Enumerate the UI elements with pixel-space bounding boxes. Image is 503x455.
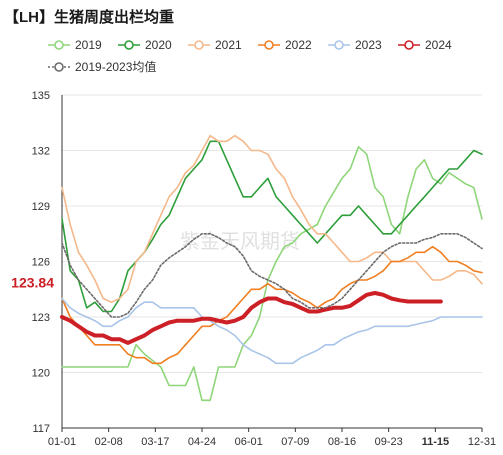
series-line-2019-2023均值 (61, 233, 483, 318)
y-tick-label: 117 (32, 423, 50, 435)
legend-label-2023: 2023 (355, 38, 382, 52)
legend-marker-2023 (334, 40, 344, 50)
x-tick-label: 04-24 (188, 436, 216, 448)
chart-title: 【LH】生猪周度出栏均重 (4, 9, 174, 26)
highlighted-value-label: 123.84 (11, 274, 54, 290)
legend-label-2019: 2019 (75, 38, 102, 52)
y-tick-label: 129 (32, 201, 50, 213)
x-tick-label: 08-16 (328, 436, 356, 448)
legend-label-2019-2023均值: 2019-2023均值 (75, 59, 156, 74)
legend-marker-2021 (194, 40, 204, 50)
watermark: 紫金天风期货 (180, 229, 300, 253)
legend-marker-2019-2023均值 (54, 62, 64, 72)
x-tick-label: 09-23 (375, 436, 403, 448)
y-tick-label: 135 (32, 90, 50, 102)
legend-label-2020: 2020 (145, 38, 172, 52)
legend-label-2024: 2024 (425, 38, 452, 52)
series-line-2021 (61, 134, 483, 303)
x-tick-label: 12-31 (468, 436, 496, 448)
legend-marker-2024 (404, 40, 414, 50)
series-line-2024 (60, 291, 443, 345)
y-tick-label: 123 (32, 312, 50, 324)
series-line-2023 (61, 297, 483, 365)
x-tick-label: 01-01 (48, 436, 76, 448)
legend-label-2021: 2021 (215, 38, 242, 52)
y-tick-label: 120 (32, 368, 50, 380)
series-line-2020 (61, 140, 483, 313)
legend-marker-2019 (54, 40, 64, 50)
legend-label-2022: 2022 (285, 38, 312, 52)
x-tick-label: 03-17 (141, 436, 169, 448)
x-tick-label: 02-08 (95, 436, 123, 448)
x-tick-label: 11-15 (422, 436, 450, 448)
series-line-2022 (61, 245, 483, 365)
series-line-2019 (61, 146, 483, 402)
legend-marker-2020 (124, 40, 134, 50)
x-tick-label: 07-09 (281, 436, 309, 448)
y-tick-label: 126 (32, 257, 50, 269)
y-tick-label: 132 (32, 146, 50, 158)
x-tick-label: 06-01 (235, 436, 263, 448)
legend-marker-2022 (264, 40, 274, 50)
